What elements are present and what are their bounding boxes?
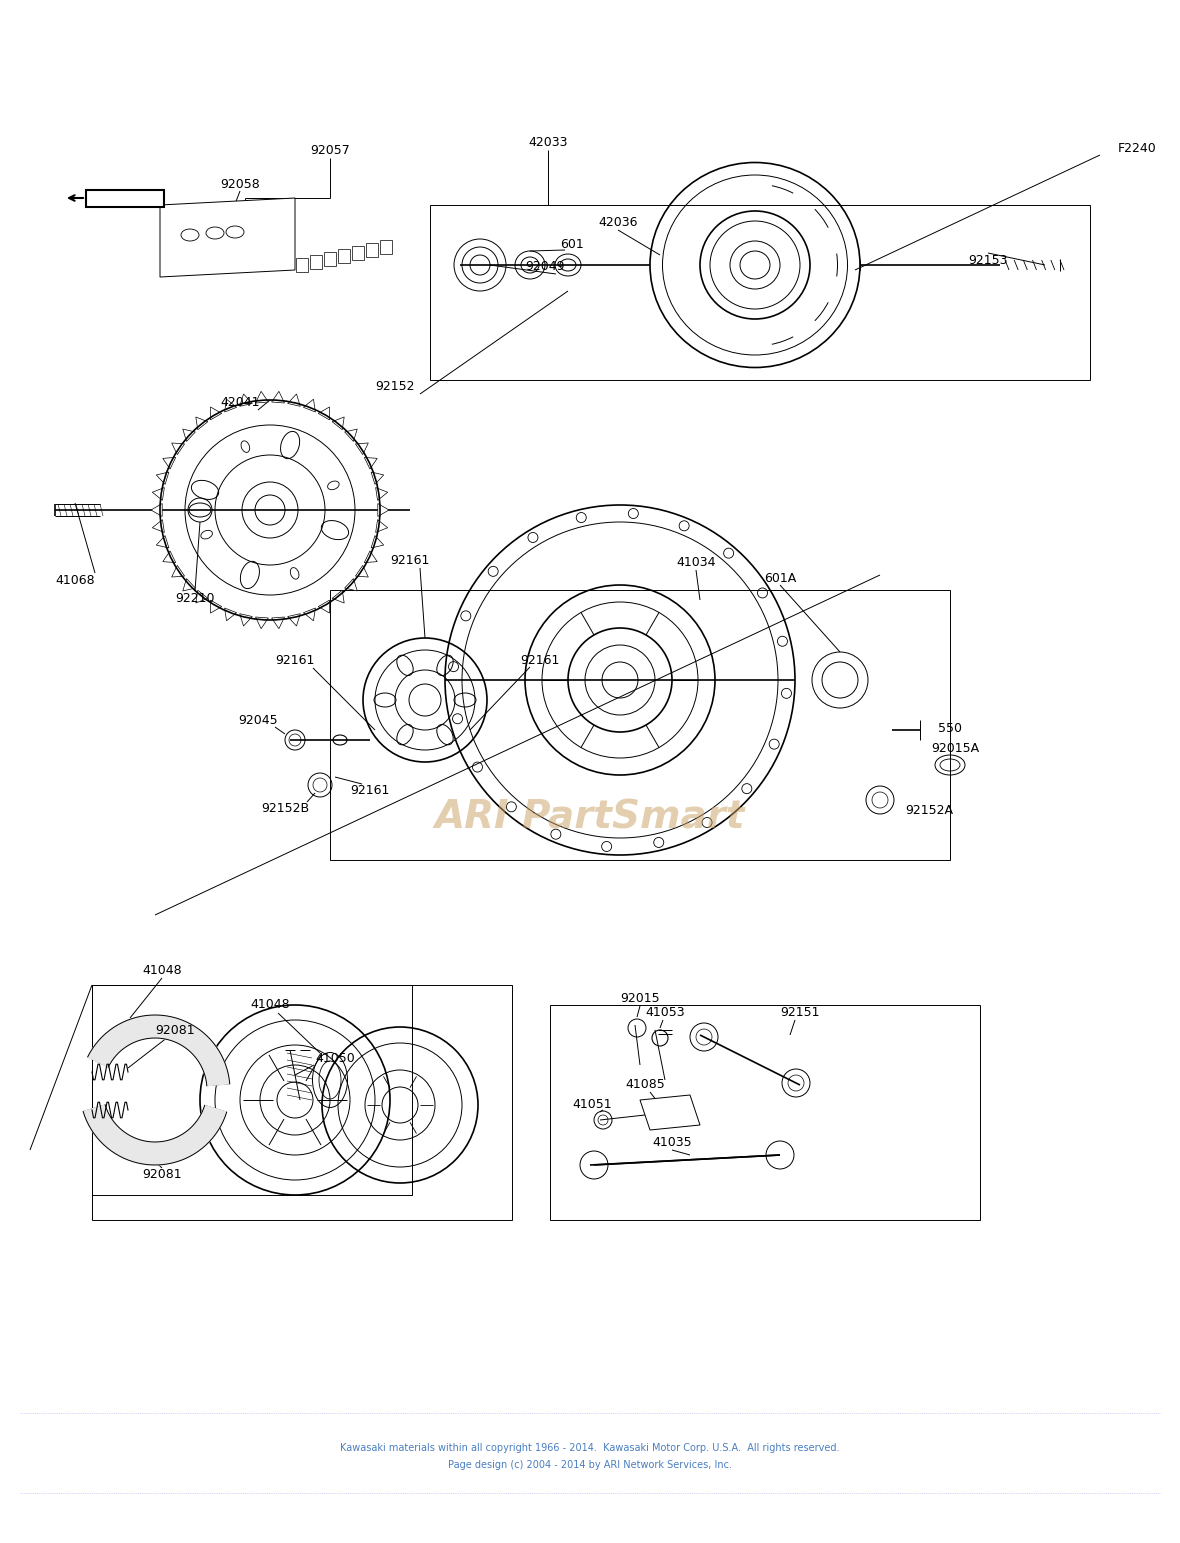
- Text: 92152: 92152: [375, 380, 414, 392]
- Bar: [92, 984, 412, 1194]
- Polygon shape: [152, 520, 164, 532]
- Text: 41085: 41085: [625, 1079, 664, 1091]
- Text: 92015: 92015: [621, 992, 660, 1004]
- Text: 601A: 601A: [763, 571, 797, 585]
- Text: 41048: 41048: [250, 998, 290, 1012]
- Polygon shape: [171, 443, 184, 455]
- Polygon shape: [332, 417, 345, 430]
- Polygon shape: [210, 407, 222, 420]
- Polygon shape: [152, 488, 164, 500]
- Text: 92081: 92081: [156, 1023, 195, 1037]
- Bar: [550, 1004, 981, 1221]
- Text: 550: 550: [938, 722, 962, 734]
- Text: 42041: 42041: [221, 395, 260, 409]
- Text: 41034: 41034: [676, 555, 716, 568]
- Text: 92153: 92153: [969, 253, 1008, 267]
- Polygon shape: [365, 457, 378, 469]
- Polygon shape: [271, 392, 284, 403]
- Polygon shape: [365, 551, 378, 563]
- Polygon shape: [183, 429, 196, 441]
- Polygon shape: [156, 535, 169, 548]
- Polygon shape: [345, 429, 358, 441]
- Text: 92058: 92058: [221, 179, 260, 191]
- Bar: [92, 984, 512, 1221]
- Bar: [366, 242, 378, 258]
- Text: 42036: 42036: [598, 216, 637, 230]
- Text: 41068: 41068: [55, 574, 94, 586]
- Polygon shape: [210, 600, 222, 613]
- Text: 41053: 41053: [645, 1006, 684, 1018]
- Polygon shape: [83, 1105, 227, 1165]
- Polygon shape: [375, 488, 388, 500]
- Text: 41035: 41035: [653, 1136, 691, 1148]
- Text: 92057: 92057: [310, 143, 350, 156]
- Polygon shape: [196, 417, 208, 430]
- Polygon shape: [171, 565, 184, 577]
- Bar: [430, 205, 1090, 380]
- Polygon shape: [256, 392, 268, 403]
- Bar: [296, 258, 308, 272]
- Polygon shape: [87, 1015, 230, 1086]
- Polygon shape: [372, 535, 384, 548]
- Polygon shape: [151, 503, 162, 517]
- Polygon shape: [240, 614, 253, 626]
- Text: 92210: 92210: [176, 591, 215, 605]
- Polygon shape: [319, 600, 329, 613]
- Polygon shape: [196, 591, 208, 603]
- Text: FRONT: FRONT: [104, 193, 146, 204]
- Polygon shape: [271, 617, 284, 628]
- Text: 92152B: 92152B: [261, 801, 309, 815]
- Polygon shape: [303, 608, 315, 620]
- Text: 41048: 41048: [142, 963, 182, 977]
- Polygon shape: [156, 472, 169, 485]
- Text: 92161: 92161: [391, 554, 430, 566]
- Text: 92161: 92161: [350, 784, 389, 796]
- Text: 41050: 41050: [315, 1051, 355, 1065]
- Bar: [310, 255, 322, 268]
- Polygon shape: [355, 565, 368, 577]
- Text: 42033: 42033: [529, 136, 568, 148]
- Text: Page design (c) 2004 - 2014 by ARI Network Services, Inc.: Page design (c) 2004 - 2014 by ARI Netwo…: [448, 1460, 732, 1470]
- Text: 92045: 92045: [238, 713, 277, 727]
- Polygon shape: [224, 608, 237, 620]
- Text: 601: 601: [560, 238, 584, 250]
- Bar: [86, 190, 164, 207]
- Polygon shape: [224, 400, 237, 412]
- Bar: [380, 241, 392, 255]
- Text: 92151: 92151: [780, 1006, 820, 1018]
- Polygon shape: [345, 579, 358, 591]
- Text: ARI PartSmart: ARI PartSmart: [434, 799, 746, 836]
- Text: 92015A: 92015A: [931, 742, 979, 755]
- Polygon shape: [256, 617, 268, 628]
- Polygon shape: [183, 579, 196, 591]
- Polygon shape: [319, 407, 329, 420]
- Polygon shape: [378, 503, 389, 517]
- Text: F2240: F2240: [1117, 142, 1156, 154]
- Bar: [352, 245, 363, 261]
- Text: 92161: 92161: [275, 654, 315, 667]
- Polygon shape: [355, 443, 368, 455]
- Polygon shape: [163, 551, 176, 563]
- Polygon shape: [163, 457, 176, 469]
- Text: 41051: 41051: [572, 1099, 611, 1111]
- Bar: [337, 248, 350, 262]
- Polygon shape: [288, 393, 300, 406]
- Polygon shape: [303, 400, 315, 412]
- Text: 92152A: 92152A: [905, 804, 953, 816]
- Text: 92161: 92161: [520, 654, 559, 667]
- Text: 92049: 92049: [525, 261, 565, 273]
- Text: Kawasaki materials within all copyright 1966 - 2014.  Kawasaki Motor Corp. U.S.A: Kawasaki materials within all copyright …: [340, 1443, 840, 1454]
- Polygon shape: [375, 520, 388, 532]
- Text: 92081: 92081: [142, 1168, 182, 1182]
- Polygon shape: [288, 614, 300, 626]
- Polygon shape: [372, 472, 384, 485]
- Polygon shape: [160, 198, 295, 278]
- Polygon shape: [640, 1096, 700, 1129]
- Bar: [324, 252, 336, 265]
- Polygon shape: [332, 591, 345, 603]
- Polygon shape: [240, 393, 253, 406]
- Bar: [330, 589, 950, 859]
